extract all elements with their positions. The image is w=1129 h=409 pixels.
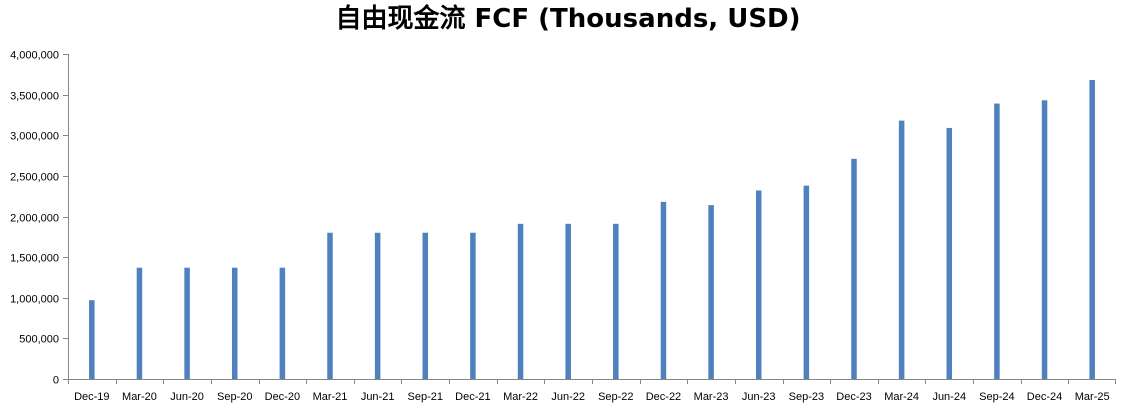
bar-mar-25 [1089,80,1095,379]
bar-dec-22 [660,201,667,379]
y-tick-label: 4,000,000 [10,50,59,62]
x-tick-label: Jun-23 [742,391,776,403]
y-tick-label: 3,500,000 [10,91,59,103]
bar-sep-20 [231,267,238,379]
x-tick-label: Dec-23 [836,391,871,403]
y-tick-label: 2,000,000 [10,213,59,225]
bar-jun-22 [565,223,571,379]
x-tick-label: Mar-22 [503,391,538,403]
y-axis: 0 500,000 1,000,000 1,500,000 2,000,000 2,500… [10,50,69,387]
y-tick-label: 0 [53,375,59,387]
bar-sep-23 [803,185,810,379]
x-tick-label: Jun-21 [361,391,395,403]
x-tick-label: Mar-20 [122,391,157,403]
y-tick-label: 500,000 [19,334,59,346]
y-tick-label: 1,000,000 [10,294,59,306]
x-tick-label: Sep-23 [789,391,824,403]
bar-jun-23 [755,190,762,379]
chart-title: 自由现金流 FCF (Thousands, USD) [335,3,800,34]
x-tick-label: Jun-24 [932,391,966,403]
bar-jun-24 [946,127,953,379]
bar-mar-23 [708,205,714,379]
x-tick-label: Sep-22 [598,391,633,403]
bars-group [89,80,1095,379]
bar-jun-21 [374,232,381,379]
y-tick-label: 3,000,000 [10,131,59,143]
bar-dec-21 [470,232,476,379]
bar-dec-20 [279,267,286,379]
bar-dec-24 [1041,100,1048,379]
x-tick-label: Jun-22 [551,391,585,403]
x-tick-label: Sep-21 [408,391,443,403]
x-tick-label: Sep-24 [979,391,1014,403]
x-tick-label: Mar-24 [884,391,919,403]
x-axis: Dec-19 Mar-20 Jun-20 Sep-20 Dec-20 Mar-21 Jun-… [68,379,1116,403]
bar-dec-23 [851,158,857,379]
x-tick-label: Dec-24 [1027,391,1062,403]
bar-mar-24 [898,120,905,379]
bar-sep-24 [994,103,1000,379]
bar-mar-20 [136,267,143,379]
x-tick-label: Dec-20 [265,391,300,403]
y-tick-label: 2,500,000 [10,172,59,184]
bar-dec-19 [89,300,95,379]
x-tick-label: Dec-19 [74,391,109,403]
bar-sep-22 [613,223,619,379]
x-tick-label: Dec-21 [455,391,490,403]
x-tick-label: Sep-20 [217,391,252,403]
y-tick-label: 1,500,000 [10,253,59,265]
x-tick-label: Dec-22 [646,391,681,403]
bar-mar-22 [517,223,524,379]
x-tick-label: Mar-21 [313,391,348,403]
bar-mar-21 [327,232,333,379]
x-tick-label: Mar-23 [694,391,729,403]
x-tick-label: Mar-25 [1075,391,1110,403]
bar-jun-20 [184,267,190,379]
x-tick-label: Jun-20 [170,391,204,403]
bar-sep-21 [422,232,429,379]
